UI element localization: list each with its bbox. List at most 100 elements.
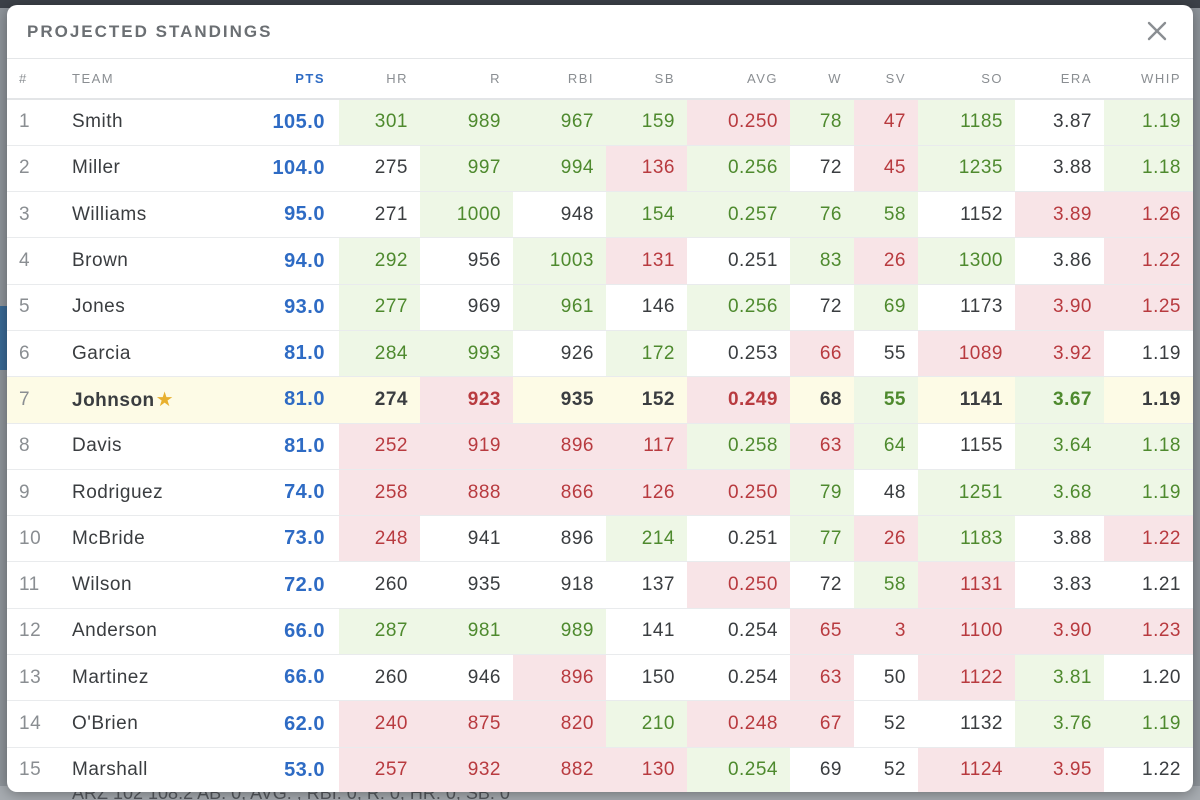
team-cell[interactable]: Johnson★ — [72, 376, 217, 424]
team-cell[interactable]: Wilson — [72, 561, 217, 609]
stat-cell-rbi: 896 — [513, 515, 606, 563]
column-header-hr[interactable]: HR — [339, 59, 420, 100]
team-cell[interactable]: Anderson — [72, 608, 217, 656]
team-cell[interactable]: Williams — [72, 191, 217, 239]
close-button[interactable] — [1143, 17, 1171, 45]
column-header-w[interactable]: W — [790, 59, 854, 100]
stat-cell-r: 1000 — [420, 191, 513, 239]
table-row[interactable]: 14 O'Brien 62.0 240 875 820 210 0.248 67 52 1132 3.… — [7, 700, 1193, 748]
stat-cell-whip: 1.19 — [1104, 99, 1193, 146]
team-cell[interactable]: O'Brien — [72, 700, 217, 748]
column-header-avg[interactable]: AVG — [687, 59, 790, 100]
stat-cell-r: 875 — [420, 700, 513, 748]
table-row[interactable]: 11 Wilson 72.0 260 935 918 137 0.250 72 58 1131 3.8… — [7, 561, 1193, 609]
stat-cell-avg: 0.254 — [687, 747, 790, 792]
stat-cell-so: 1132 — [918, 700, 1015, 748]
stat-cell-era: 3.89 — [1015, 191, 1104, 239]
stat-cell-avg: 0.251 — [687, 515, 790, 563]
stat-cell-so: 1183 — [918, 515, 1015, 563]
team-cell[interactable]: Rodriguez — [72, 469, 217, 517]
table-row[interactable]: 6 Garcia 81.0 284 993 926 172 0.253 66 55 1089 3.92… — [7, 330, 1193, 378]
rank-cell: 5 — [7, 284, 72, 331]
table-row[interactable]: 8 Davis 81.0 252 919 896 117 0.258 63 64 1155 3.64 1… — [7, 423, 1193, 470]
table-row[interactable]: 9 Rodriguez 74.0 258 888 866 126 0.250 79 48 1251 3… — [7, 469, 1193, 517]
stat-cell-whip: 1.20 — [1104, 654, 1193, 702]
stat-cell-so: 1235 — [918, 145, 1015, 193]
stat-cell-avg: 0.248 — [687, 700, 790, 748]
stat-cell-avg: 0.250 — [687, 99, 790, 146]
stat-cell-sv: 58 — [854, 561, 918, 609]
stat-cell-hr: 301 — [339, 99, 420, 146]
column-header-so[interactable]: SO — [918, 59, 1015, 100]
team-cell[interactable]: Garcia — [72, 330, 217, 378]
column-header-whip[interactable]: WHIP — [1104, 59, 1193, 100]
stat-cell-so: 1100 — [918, 608, 1015, 656]
team-cell[interactable]: Davis — [72, 423, 217, 470]
table-row[interactable]: 7 Johnson★ 81.0 274 923 935 152 0.249 68 55 1141 3.… — [7, 376, 1193, 424]
column-header-r[interactable]: R — [420, 59, 513, 100]
stat-cell-rbi: 948 — [513, 191, 606, 239]
points-cell: 94.0 — [217, 237, 339, 285]
stat-cell-avg: 0.257 — [687, 191, 790, 239]
stat-cell-sb: 172 — [606, 330, 687, 378]
stat-cell-w: 77 — [790, 515, 854, 563]
stat-cell-sb: 154 — [606, 191, 687, 239]
stat-cell-avg: 0.250 — [687, 561, 790, 609]
stat-cell-sv: 26 — [854, 237, 918, 285]
stat-cell-rbi: 967 — [513, 99, 606, 146]
table-row[interactable]: 1 Smith 105.0 301 989 967 159 0.250 78 47 1185 3.87… — [7, 99, 1193, 146]
column-header-team[interactable]: TEAM — [72, 59, 217, 100]
stat-cell-hr: 260 — [339, 654, 420, 702]
stat-cell-whip: 1.22 — [1104, 747, 1193, 792]
stat-cell-w: 66 — [790, 330, 854, 378]
table-row[interactable]: 10 McBride 73.0 248 941 896 214 0.251 77 26 1183 3.… — [7, 515, 1193, 563]
stat-cell-w: 79 — [790, 469, 854, 517]
table-row[interactable]: 12 Anderson 66.0 287 981 989 141 0.254 65 3 1100 3.… — [7, 608, 1193, 656]
stat-cell-w: 65 — [790, 608, 854, 656]
table-row[interactable]: 5 Jones 93.0 277 969 961 146 0.256 72 69 1173 3.90 1… — [7, 284, 1193, 331]
rank-cell: 9 — [7, 469, 72, 517]
table-row[interactable]: 3 Williams 95.0 271 1000 948 154 0.257 76 58 1152 3… — [7, 191, 1193, 239]
stat-cell-sb: 130 — [606, 747, 687, 792]
team-cell[interactable]: Miller — [72, 145, 217, 193]
stat-cell-whip: 1.18 — [1104, 423, 1193, 470]
column-header-rbi[interactable]: RBI — [513, 59, 606, 100]
points-cell: 105.0 — [217, 99, 339, 146]
column-header-rank[interactable]: # — [7, 59, 72, 100]
stat-cell-rbi: 866 — [513, 469, 606, 517]
column-header-sb[interactable]: SB — [606, 59, 687, 100]
table-row[interactable]: 4 Brown 94.0 292 956 1003 131 0.251 83 26 1300 3.86… — [7, 237, 1193, 285]
team-cell[interactable]: Brown — [72, 237, 217, 285]
team-cell[interactable]: Smith — [72, 99, 217, 146]
rank-cell: 1 — [7, 99, 72, 146]
stat-cell-sv: 55 — [854, 330, 918, 378]
table-row[interactable]: 15 Marshall 53.0 257 932 882 130 0.254 69 52 1124 3… — [7, 747, 1193, 792]
table-row[interactable]: 13 Martinez 66.0 260 946 896 150 0.254 63 50 1122 3… — [7, 654, 1193, 702]
team-name: Brown — [72, 250, 129, 272]
stat-cell-sv: 64 — [854, 423, 918, 470]
points-cell: 74.0 — [217, 469, 339, 517]
table-row[interactable]: 2 Miller 104.0 275 997 994 136 0.256 72 45 1235 3.8… — [7, 145, 1193, 193]
team-cell[interactable]: Martinez — [72, 654, 217, 702]
team-cell[interactable]: Jones — [72, 284, 217, 331]
background-page-bar — [0, 0, 1200, 8]
stat-cell-rbi: 935 — [513, 376, 606, 424]
background-page-accent — [0, 306, 8, 370]
column-header-sv[interactable]: SV — [854, 59, 918, 100]
stat-cell-avg: 0.253 — [687, 330, 790, 378]
stat-cell-rbi: 961 — [513, 284, 606, 331]
column-header-era[interactable]: ERA — [1015, 59, 1104, 100]
stat-cell-era: 3.76 — [1015, 700, 1104, 748]
stat-cell-era: 3.92 — [1015, 330, 1104, 378]
table-header-row: # TEAM PTS HR R RBI SB AVG W SV SO ERA WHIP — [7, 59, 1193, 100]
stat-cell-sb: 146 — [606, 284, 687, 331]
points-cell: 53.0 — [217, 747, 339, 792]
stat-cell-r: 993 — [420, 330, 513, 378]
column-header-pts[interactable]: PTS — [217, 59, 339, 100]
stat-cell-rbi: 994 — [513, 145, 606, 193]
team-name: Jones — [72, 296, 126, 318]
team-cell[interactable]: McBride — [72, 515, 217, 563]
team-cell[interactable]: Marshall — [72, 747, 217, 792]
stat-cell-r: 932 — [420, 747, 513, 792]
stat-cell-so: 1185 — [918, 99, 1015, 146]
